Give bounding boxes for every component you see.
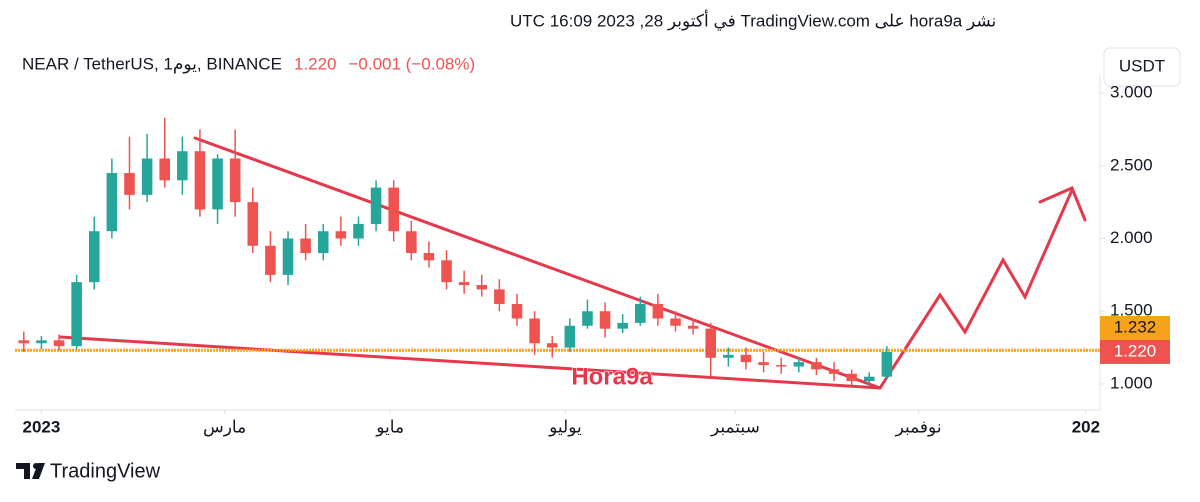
candle-body (546, 343, 558, 348)
candle-body (353, 223, 364, 239)
candle-body (335, 231, 347, 239)
candle-body (53, 340, 65, 347)
drawings (58, 136, 1087, 390)
brand-logo: TradingView (16, 460, 161, 482)
candle-body (529, 318, 540, 344)
logo-icon (16, 463, 45, 479)
candle-body (36, 340, 47, 344)
candle-body (406, 231, 417, 254)
candle-body (317, 231, 329, 254)
candle-body (687, 325, 699, 329)
candles (18, 117, 893, 387)
candle-body (599, 311, 611, 329)
candle-body (194, 151, 206, 210)
currency-label: USDT (1119, 56, 1165, 75)
candle-body (71, 282, 82, 347)
last-price-tag (1100, 339, 1170, 364)
trendline (58, 335, 882, 390)
y-tick-label: 2.000 (1110, 228, 1153, 247)
last-price-tag-label: 1.220 (1114, 341, 1157, 360)
x-tick-label: 2023 (23, 417, 61, 436)
watermark: Hora9a (571, 363, 653, 390)
candle-body (18, 340, 30, 344)
x-tick-label: يوليو (548, 417, 582, 436)
candle-body (828, 369, 840, 374)
candle-body (494, 289, 505, 304)
candle-body (300, 238, 311, 254)
candle-body (441, 260, 452, 283)
candle-body (388, 187, 399, 232)
candle-body (370, 187, 382, 224)
candle-body (740, 354, 752, 363)
published-note: نشر hora9a على TradingView.com في أكتوبر… (510, 9, 996, 31)
candle-body (423, 253, 435, 261)
candle-body (247, 202, 259, 246)
candle-body (846, 373, 857, 382)
y-tick-label: 3.000 (1110, 83, 1153, 102)
candle-body (511, 303, 523, 319)
horizontal-line-tag-label: 1.232 (1114, 317, 1157, 336)
logo-dot (33, 463, 39, 469)
y-tick-label: 1.000 (1110, 373, 1153, 392)
candle-body (652, 303, 664, 319)
candle-body (159, 158, 170, 181)
candle-body (635, 303, 646, 323)
candle-body (564, 325, 576, 348)
candle-body (458, 282, 470, 286)
candle-body (670, 318, 681, 326)
projection-arrowhead (1038, 186, 1087, 222)
candle-body (106, 173, 118, 232)
trendline (193, 136, 882, 390)
candle-body (212, 158, 223, 210)
candle-body (705, 328, 717, 358)
x-tick-label: نوفمبر (895, 417, 942, 436)
brand-name: TradingView (50, 460, 161, 482)
currency-button[interactable] (1103, 47, 1181, 87)
candle-body (723, 354, 734, 358)
x-tick-label: 202 (1072, 417, 1100, 436)
candle-body (582, 311, 593, 326)
candle-body (811, 362, 822, 370)
candle-body (476, 285, 488, 290)
y-tick-label: 2.500 (1110, 155, 1153, 174)
candle-body (863, 376, 875, 382)
projection-path (878, 188, 1074, 390)
price-change: −0.001 (−0.08%) (348, 54, 475, 73)
candle-body (617, 322, 628, 329)
candle-body (282, 238, 294, 275)
candle-body (758, 362, 769, 366)
candle-body (177, 151, 188, 181)
candle-body (881, 351, 893, 377)
candle-body (775, 365, 787, 367)
horizontal-line-tag (1100, 315, 1170, 340)
last-price: 1.220 (294, 54, 337, 73)
candle-body (88, 231, 100, 283)
candle-body (793, 362, 805, 367)
y-tick-label: 1.500 (1110, 301, 1153, 320)
x-tick-label: مايو (375, 417, 404, 436)
x-tick-label: سبتمبر (710, 417, 760, 436)
x-tick-label: مارس (203, 417, 246, 436)
candle-body (141, 158, 153, 195)
candle-body (229, 158, 241, 203)
candle-body (265, 245, 276, 275)
candle-body (124, 173, 135, 195)
symbol-title: NEAR / TetherUS, 1يوم, BINANCE (22, 54, 282, 73)
